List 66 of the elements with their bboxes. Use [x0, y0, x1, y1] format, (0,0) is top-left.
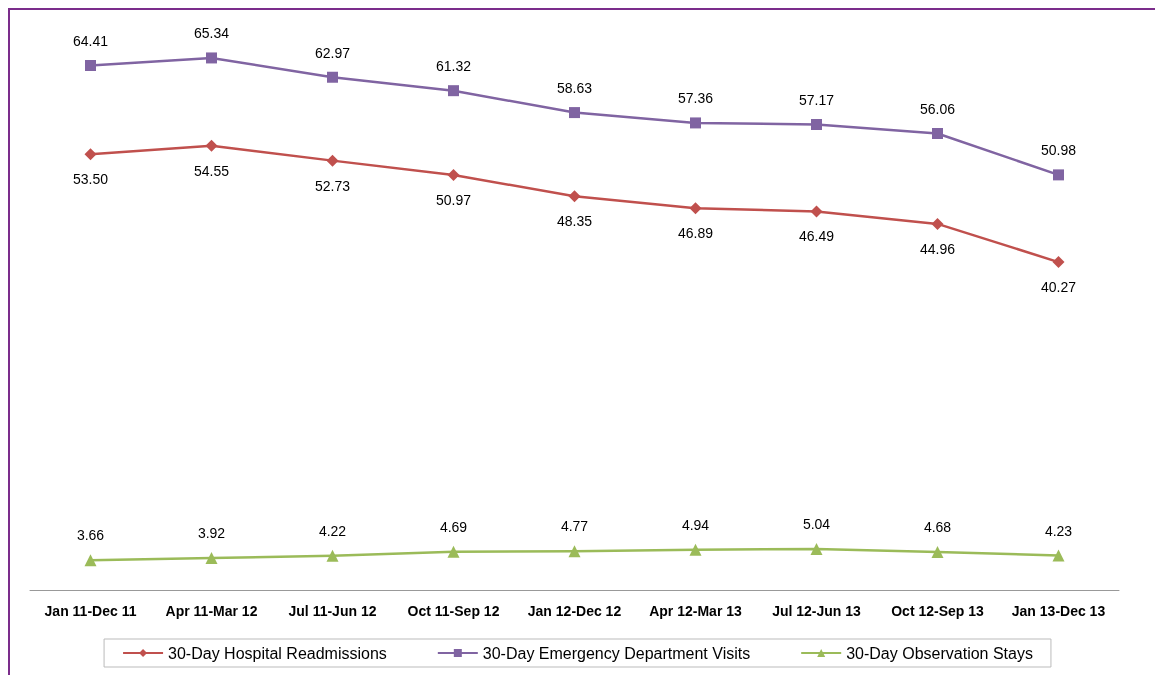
point — [326, 549, 339, 562]
point — [811, 118, 822, 130]
data-label: 52.73 — [314, 177, 351, 194]
legend-label: 30-Day Hospital Readmissions — [168, 644, 387, 662]
point — [84, 554, 97, 567]
x-tick-label: Jan 11-Dec 11 — [44, 603, 137, 619]
legend-label: 30-Day Observation Stays — [846, 644, 1033, 662]
data-label: 57.17 — [798, 91, 835, 108]
point — [205, 139, 218, 152]
data-label: 4.94 — [681, 516, 710, 533]
point — [84, 148, 97, 161]
data-label: 44.96 — [919, 240, 956, 257]
data-label: 5.04 — [802, 515, 831, 532]
data-label: 4.22 — [318, 522, 347, 539]
data-label: 4.68 — [923, 518, 952, 535]
data-label: 4.23 — [1044, 522, 1073, 539]
x-tick-label: Jan 13-Dec 13 — [1011, 603, 1106, 619]
x-tick-label: Apr 11-Mar 12 — [165, 603, 258, 619]
point — [85, 60, 96, 72]
x-tick-label: Jul 12-Jun 13 — [772, 603, 862, 619]
data-label: 57.36 — [677, 90, 714, 107]
x-tick-label: Oct 12-Sep 13 — [891, 603, 985, 619]
point — [569, 107, 580, 119]
x-tick-label: Oct 11-Sep 12 — [407, 603, 500, 619]
point — [1053, 169, 1064, 181]
point — [1052, 549, 1065, 562]
point — [689, 202, 702, 215]
point — [931, 217, 944, 230]
data-label: 48.35 — [556, 213, 593, 230]
data-label: 53.50 — [72, 171, 109, 188]
data-label: 46.89 — [677, 225, 714, 242]
point — [568, 190, 581, 203]
point — [810, 205, 823, 218]
data-label: 64.41 — [72, 33, 109, 50]
data-label: 58.63 — [556, 80, 593, 97]
data-label: 46.49 — [798, 228, 835, 245]
data-label: 56.06 — [919, 101, 956, 118]
data-label: 40.27 — [1040, 279, 1077, 296]
point — [205, 552, 218, 565]
x-tick-label: Jan 12-Dec 12 — [527, 603, 622, 619]
legend-label: 30-Day Emergency Department Visits — [482, 644, 751, 662]
point — [690, 117, 701, 129]
point — [932, 128, 943, 140]
data-label: 62.97 — [314, 44, 351, 61]
point — [1052, 256, 1065, 269]
data-label: 4.69 — [439, 518, 468, 535]
point — [568, 545, 581, 558]
data-label: 61.32 — [435, 58, 472, 75]
data-label: 65.34 — [193, 25, 230, 42]
point — [327, 71, 338, 83]
point — [326, 154, 339, 167]
data-label: 50.98 — [1040, 142, 1077, 159]
point — [689, 543, 702, 556]
point — [206, 52, 217, 64]
point — [447, 168, 460, 181]
x-tick-label: Jul 11-Jun 12 — [288, 603, 377, 619]
data-label: 50.97 — [435, 191, 472, 208]
point — [448, 85, 459, 97]
data-label: 3.66 — [76, 527, 105, 544]
point — [931, 545, 944, 558]
x-tick-label: Apr 12-Mar 13 — [649, 603, 743, 619]
data-label: 54.55 — [193, 162, 230, 179]
data-label: 4.77 — [560, 518, 589, 535]
data-label: 3.92 — [197, 525, 226, 542]
point — [810, 542, 823, 555]
point — [447, 545, 460, 558]
